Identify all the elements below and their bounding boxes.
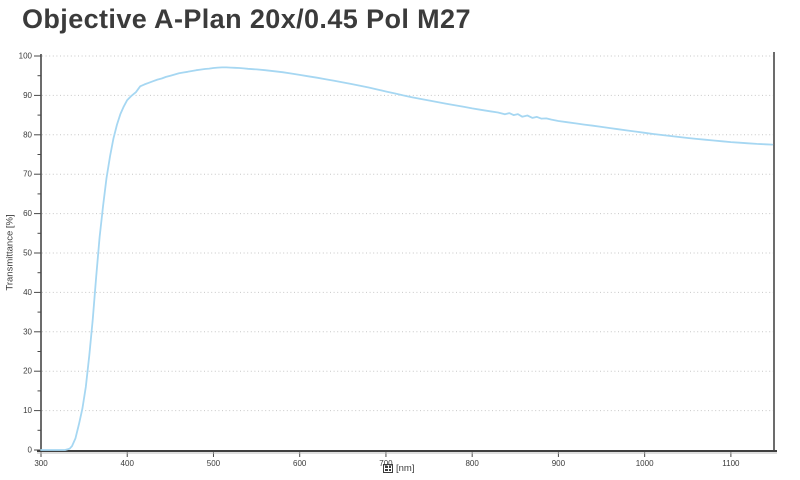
axes <box>37 52 777 454</box>
svg-text:80: 80 <box>23 130 32 139</box>
svg-text:700: 700 <box>379 459 393 468</box>
missing-glyph-icon <box>383 464 393 473</box>
svg-text:500: 500 <box>207 459 221 468</box>
svg-text:20: 20 <box>23 367 32 376</box>
svg-text:30: 30 <box>23 327 32 336</box>
svg-text:100: 100 <box>19 52 33 61</box>
svg-text:800: 800 <box>465 459 479 468</box>
x-axis-unit: [nm] <box>396 463 415 474</box>
svg-text:90: 90 <box>23 91 32 100</box>
svg-text:900: 900 <box>552 459 566 468</box>
svg-text:0: 0 <box>28 446 33 455</box>
gridlines <box>42 55 773 412</box>
transmittance-curve <box>40 66 774 451</box>
svg-text:40: 40 <box>23 288 32 297</box>
svg-text:50: 50 <box>23 249 32 258</box>
svg-text:70: 70 <box>23 170 32 179</box>
svg-text:600: 600 <box>293 459 307 468</box>
chart-title: Objective A-Plan 20x/0.45 Pol M27 <box>22 4 471 34</box>
svg-text:300: 300 <box>34 459 48 468</box>
svg-text:60: 60 <box>23 209 32 218</box>
svg-text:1100: 1100 <box>722 459 740 468</box>
svg-text:1000: 1000 <box>636 459 654 468</box>
y-ticks <box>34 55 41 451</box>
x-axis-label: [nm] <box>383 463 414 474</box>
svg-text:10: 10 <box>23 406 32 415</box>
y-axis-title: Transmittance [%] <box>4 214 16 291</box>
x-tick-labels: 300 400 500 600 700 800 900 1000 1100 <box>34 459 740 468</box>
y-tick-labels: 0 10 20 30 40 50 60 70 80 90 100 <box>19 52 33 455</box>
svg-text:400: 400 <box>121 459 135 468</box>
